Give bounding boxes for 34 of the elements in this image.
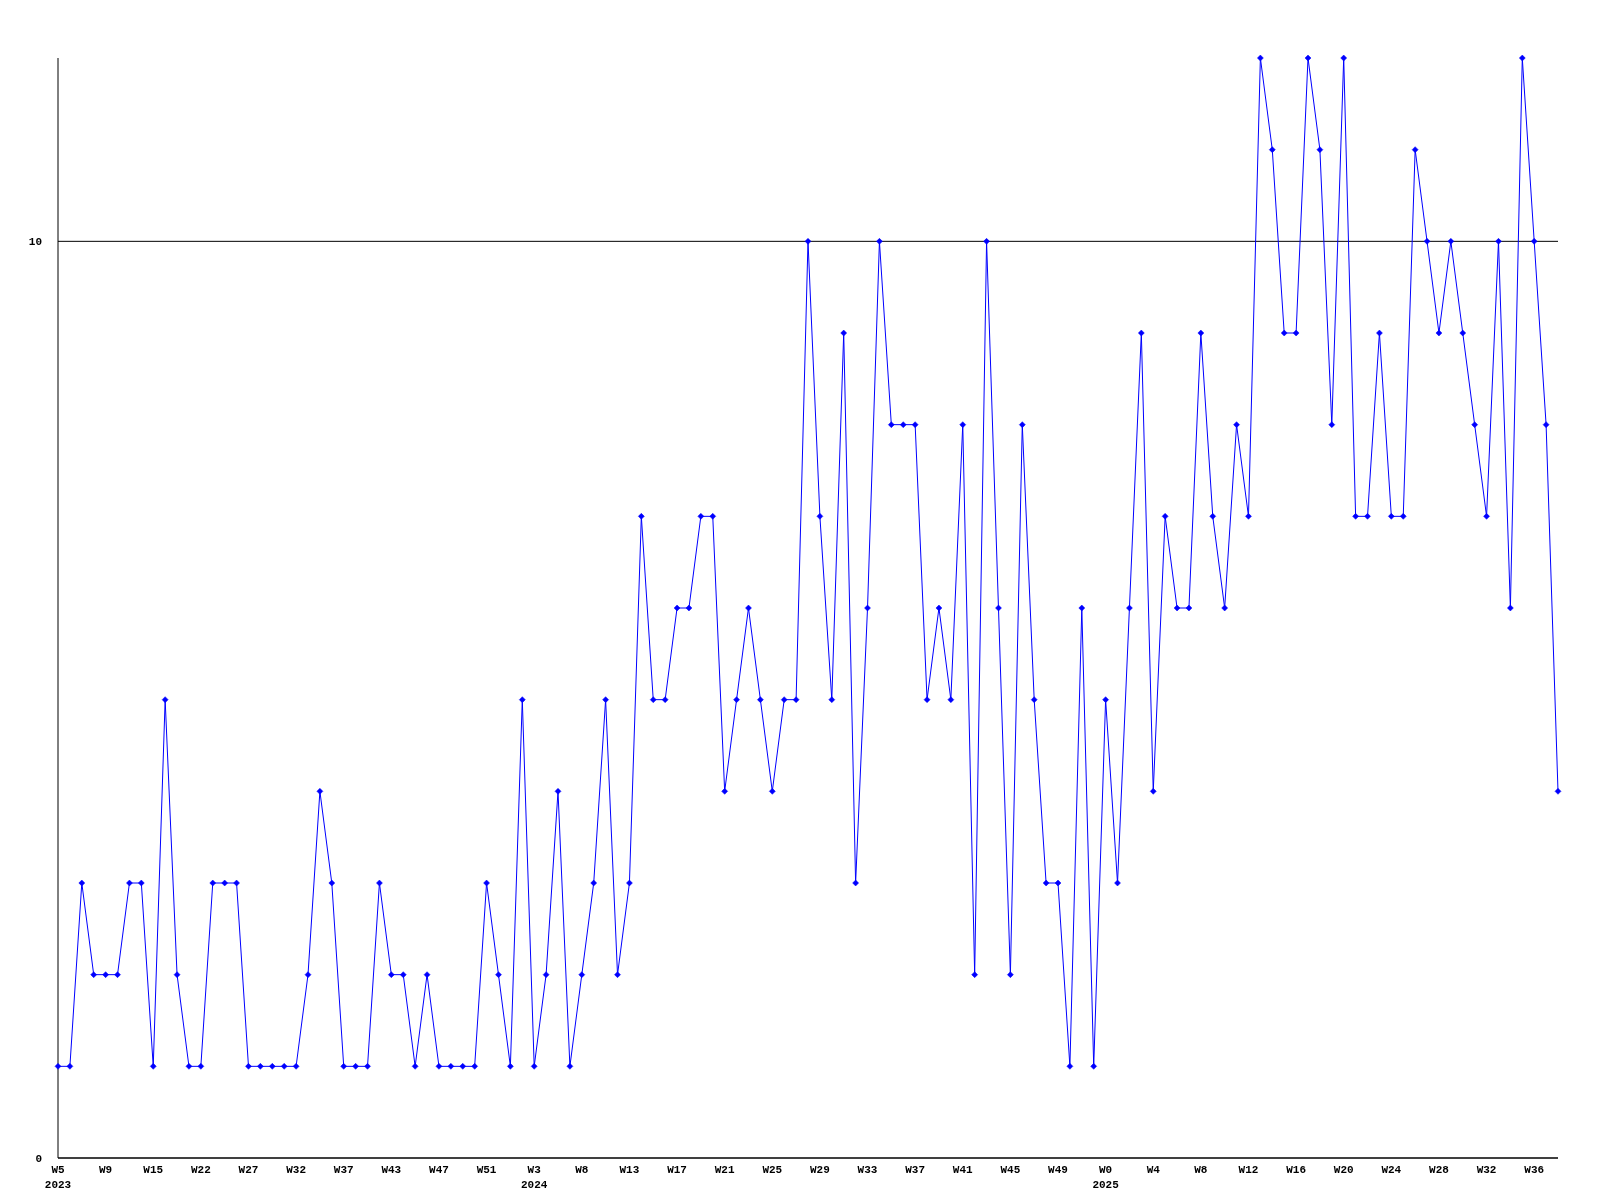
x-tick-label: W8	[1194, 1164, 1208, 1176]
x-tick-label: W4	[1146, 1164, 1161, 1176]
x-tick-label: W12	[1238, 1164, 1259, 1176]
x-tick-label: W25	[762, 1164, 783, 1176]
x-tick-label: W8	[575, 1164, 589, 1176]
x-tick-label: W16	[1286, 1164, 1306, 1176]
x-tick-label: W22	[190, 1164, 211, 1176]
y-tick-label: 10	[28, 236, 42, 249]
x-tick-label: W51	[476, 1164, 497, 1176]
x-tick-label: W24	[1381, 1164, 1402, 1176]
x-tick-label: W9	[99, 1164, 113, 1176]
x-tick-label: W3 2024	[520, 1164, 548, 1191]
x-tick-label: W20	[1333, 1164, 1354, 1176]
x-tick-label: W49	[1048, 1164, 1068, 1176]
x-tick-label: W36	[1524, 1164, 1545, 1176]
x-tick-label: W32	[286, 1164, 306, 1176]
x-tick-label: W32	[1476, 1164, 1497, 1176]
x-tick-label: W17	[667, 1164, 687, 1176]
x-tick-label: W37	[905, 1164, 926, 1176]
x-tick-label: W33	[857, 1164, 878, 1176]
x-tick-label: W15	[143, 1164, 164, 1176]
x-tick-label: W45	[1000, 1164, 1021, 1176]
x-tick-label: W37	[333, 1164, 354, 1176]
x-tick-label: W29	[810, 1164, 830, 1176]
x-tick-label: W13	[619, 1164, 640, 1176]
x-tick-label: W0 2025	[1092, 1164, 1120, 1191]
x-tick-label: W21	[714, 1164, 735, 1176]
x-tick-label: W5 2023	[44, 1164, 72, 1191]
x-tick-label: W41	[952, 1164, 974, 1176]
y-tick-label: 0	[35, 1152, 42, 1165]
x-tick-label: W47	[429, 1164, 449, 1176]
x-tick-label: W28	[1429, 1164, 1450, 1176]
x-tick-label: W43	[381, 1164, 402, 1176]
x-tick-label: W27	[238, 1164, 259, 1176]
